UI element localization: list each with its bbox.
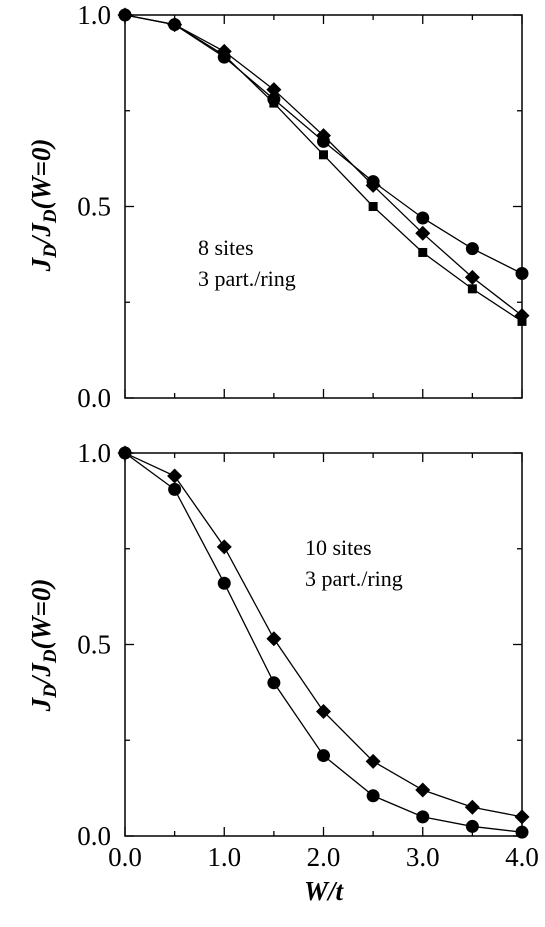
y-tick-label: 0.0 [77,383,111,413]
series-line-diamond [124,14,523,317]
annotation-line: 3 part./ring [305,566,403,591]
data-point-diamond [464,799,480,815]
y-axis-title-subscript: D [40,684,61,699]
data-point-circle [317,749,330,763]
data-point-square [517,316,527,326]
data-point-circle [217,576,231,590]
data-point-circle [465,242,479,256]
data-point-square [418,247,428,257]
y-tick-label: 0.0 [77,821,111,851]
data-point-square [170,20,180,30]
series-line-square [124,14,523,322]
data-point-diamond [117,445,133,461]
data-point-square [120,10,130,20]
data-point-circle [515,825,529,839]
data-point-circle [416,211,430,225]
data-point-circle [366,789,380,803]
x-tick-label: 3.0 [406,842,440,872]
data-point-square [269,98,279,108]
data-point-diamond [514,809,530,825]
series-line-circle [124,452,523,833]
y-axis-title: JD/JD(W=0) [26,139,61,273]
y-axis-title-subscript: D [40,244,61,259]
y-axis-title-part: (W=0) [26,139,56,210]
y-axis-title-part: J [26,696,56,712]
plot-frame [124,14,523,399]
y-axis-title-part: /J [26,662,56,687]
data-point-diamond [415,782,431,798]
data-point-square [219,50,229,60]
data-point-square [368,202,378,211]
data-point-diamond [316,128,331,144]
data-point-diamond [216,539,232,555]
x-tick-label: 4.0 [505,842,539,872]
x-tick-label: 0.0 [108,842,142,872]
data-point-circle [515,267,529,281]
y-tick-label: 1.0 [77,0,111,30]
data-point-square [467,284,477,294]
y-tick-label: 0.5 [77,192,111,222]
annotation-line: 10 sites [305,535,372,560]
x-tick-label: 1.0 [207,842,241,872]
y-axis-title-subscript: D [40,209,61,224]
x-axis-title: W/t [304,876,345,906]
chart-panel-2: 0.00.51.00.0 1.0 2.0 3.0 4.0W/tJD/JD(W=0)10 … [26,438,539,906]
annotation-line: 8 sites [198,235,254,260]
data-point-diamond [365,177,381,193]
y-axis-title-subscript: D [40,649,61,664]
y-tick-label: 0.5 [77,630,111,660]
y-axis-title-part: /J [26,222,56,247]
y-tick-label: 1.0 [77,438,111,468]
data-point-diamond [266,82,282,98]
data-point-circle [416,810,430,824]
annotation-line: 3 part./ring [198,266,296,291]
data-point-diamond [415,225,431,241]
data-point-square [319,150,328,160]
y-axis-title-part: (W=0) [26,579,56,650]
data-point-circle [267,676,281,690]
plot-frame [124,452,523,837]
data-point-diamond [464,269,480,285]
data-point-circle [465,819,479,833]
data-point-circle [168,482,182,496]
data-point-diamond [266,631,282,647]
data-point-diamond [167,468,183,484]
data-point-diamond [316,704,331,720]
y-axis-title-part: J [26,256,56,272]
x-tick-label: 2.0 [307,842,341,872]
data-point-diamond [365,753,381,769]
y-axis-title: JD/JD(W=0) [26,579,61,713]
